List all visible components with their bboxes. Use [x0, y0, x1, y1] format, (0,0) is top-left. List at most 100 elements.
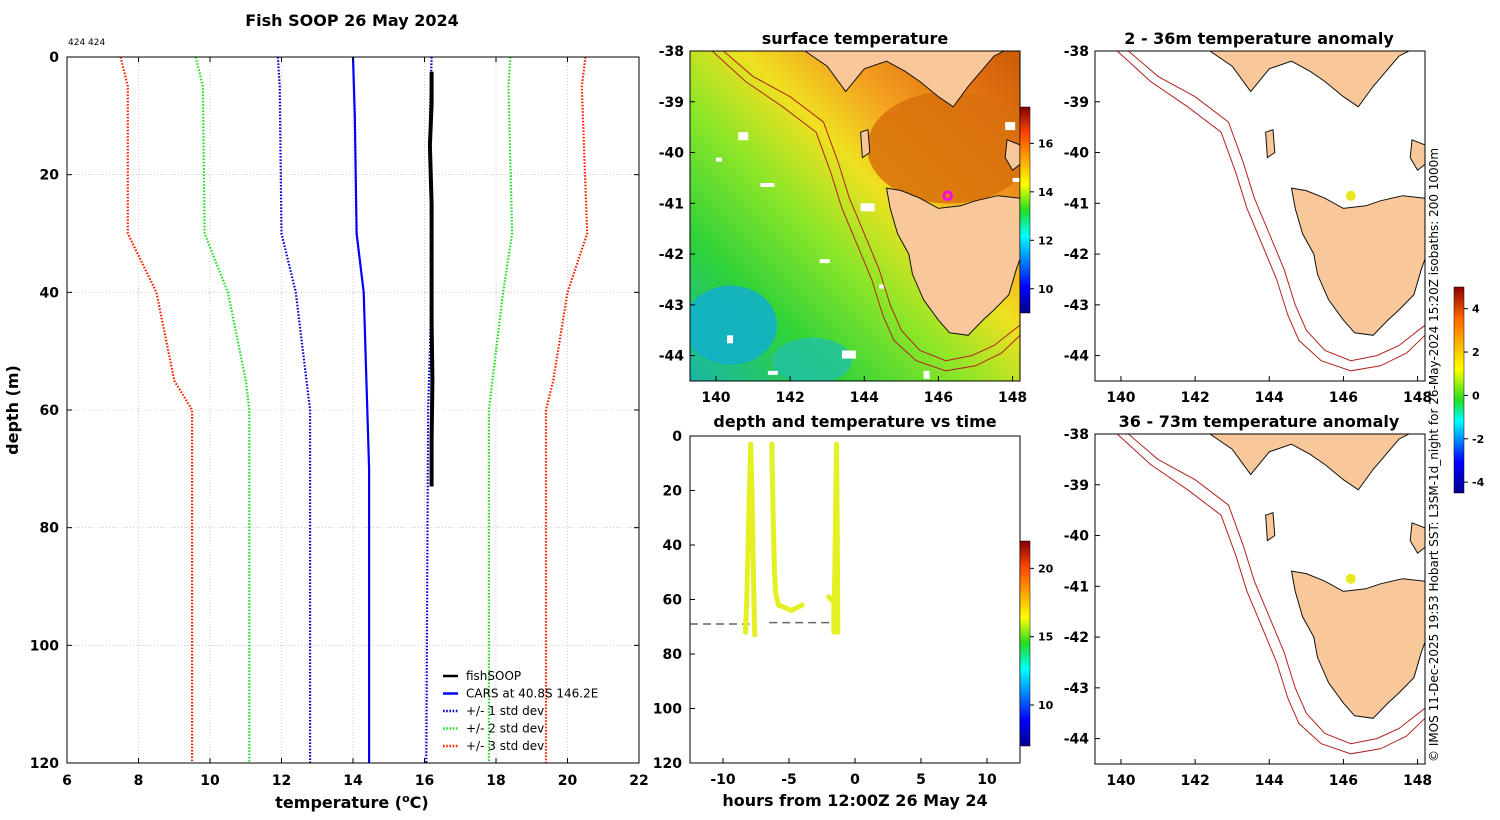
sst-map-panel: surface temperature 140 142 144 146 148 -38 -3…: [659, 29, 1054, 406]
map-y-tick-label: -39: [659, 95, 684, 111]
land-victoria: [1209, 434, 1410, 491]
land-flinders-island: [1409, 139, 1425, 172]
anomaly-top-body: [1116, 51, 1425, 372]
profile-y-tick-label: 40: [40, 285, 60, 301]
map-y-tick-label: -43: [1064, 298, 1089, 314]
profile-x-label-end: C): [410, 793, 429, 812]
sst-cool-patch-2: [772, 337, 852, 381]
isobath-200m: [723, 51, 1020, 362]
colorbar-tick-label: -2: [1472, 433, 1484, 446]
sst-map-body: [690, 51, 1020, 381]
map-y-tick-label: -42: [1064, 247, 1089, 263]
map-x-tick-label: 146: [1329, 390, 1358, 406]
map-x-tick-label: 140: [1106, 390, 1135, 406]
profile-id-label: 424 424: [68, 38, 105, 48]
profile-x-ticks: 6 8 10 12 14 16 18 20 22: [62, 57, 649, 789]
sst-cloud-gap: [760, 183, 775, 187]
depth-time-title: depth and temperature vs time: [713, 412, 996, 431]
map-x-tick-label: 140: [701, 390, 730, 406]
profile-y-tick-label: 20: [40, 168, 60, 184]
map-y-tick-label: -38: [659, 44, 684, 60]
map-y-tick-label: -44: [1064, 732, 1090, 748]
sst-cloud-gap: [819, 259, 830, 264]
map-x-tick-label: 146: [1329, 773, 1358, 789]
colorbar-tick-label: 16: [1038, 137, 1054, 150]
map-x-tick-label: 146: [924, 390, 953, 406]
map-y-tick-label: -39: [1064, 95, 1089, 111]
depth-track: [742, 441, 758, 638]
profile-panel: Fish SOOP 26 May 2024 424 424 6 8 10 12 14 16…: [3, 11, 649, 812]
colorbar-tick-label: 10: [1038, 283, 1054, 296]
land-king-island: [860, 129, 871, 159]
depth-time-x-tick-label: 0: [850, 772, 860, 788]
anomaly-colorbar: [1453, 286, 1465, 494]
anomaly-map-top-panel: 2 - 36m temperature anomaly 140 142 144 146…: [1064, 29, 1432, 406]
profile-x-tick-label: 16: [415, 773, 434, 789]
profile-line-cars-at-40-8s-146-2e: [351, 56, 371, 763]
map-y-tick-label: -41: [1064, 196, 1089, 212]
depth-time-panel: depth and temperature vs time -10 -5 0 5 100…: [653, 412, 1054, 810]
map-x-tick-label: 144: [1255, 773, 1284, 789]
sst-cloud-gap: [738, 132, 749, 141]
map-y-tick-label: -40: [1064, 529, 1090, 545]
land-tasmania: [885, 187, 1020, 336]
profile-x-tick-label: 6: [62, 773, 72, 789]
anomaly-top-frame: [1094, 50, 1426, 382]
sst-cloud-gap: [767, 370, 778, 375]
map-y-tick-label: -44: [659, 349, 685, 365]
land-flinders-island: [1409, 522, 1425, 555]
sst-colorbar-ticks: 10 12 14 16: [1030, 137, 1054, 296]
sst-cloud-gap: [1005, 122, 1016, 131]
ship-position-marker: [942, 190, 953, 201]
sst-cloud-gap: [727, 335, 734, 344]
map-y-tick-label: -42: [1064, 630, 1089, 646]
map-y-tick-label: -40: [659, 146, 685, 162]
anomaly-colorbar-ticks: -4 -2 0 2 4: [1464, 303, 1485, 489]
colorbar-tick-label: -4: [1472, 476, 1485, 489]
profile-line--2-std-dev: [194, 56, 251, 763]
profile-line--3-std-dev: [119, 56, 194, 763]
anomaly-bottom-frame: [1094, 433, 1426, 765]
profile-y-tick-label: 120: [30, 756, 59, 772]
isobath-200m: [1128, 51, 1425, 362]
sst-cloud-gap: [715, 157, 722, 162]
profile-grid: [67, 57, 639, 763]
map-y-tick-label: -39: [1064, 478, 1089, 494]
depth-time-x-tick-label: -5: [781, 772, 797, 788]
depth-time-colorbar: [1019, 540, 1031, 747]
isobath-200m: [1128, 434, 1425, 745]
profile-x-tick-label: 18: [486, 773, 505, 789]
profile-y-tick-label: 100: [30, 638, 59, 654]
legend-entry: fishSOOP: [466, 669, 521, 683]
map-y-tick-label: -44: [1064, 349, 1090, 365]
colorbar-tick-label: 15: [1038, 631, 1053, 644]
colorbar-tick-label: 10: [1038, 699, 1054, 712]
map-y-tick-label: -43: [1064, 681, 1089, 697]
map-x-tick-label: 142: [1180, 773, 1209, 789]
sst-cloud-gap: [879, 284, 886, 289]
anomaly-top-ticks: 140 142 144 146 148 -38 -39 -40 -41 -42 -43 -44: [1064, 44, 1432, 406]
map-y-tick-label: -41: [659, 196, 684, 212]
land-tasmania: [1290, 570, 1425, 719]
colorbar-tick-label: 12: [1038, 234, 1053, 247]
land-tasmania: [1290, 187, 1425, 336]
profile-line--2-std-dev-upper: [487, 56, 514, 763]
profile-line-fishsoop: [427, 71, 435, 487]
colorbar-tick-label: 2: [1472, 346, 1480, 359]
legend-entry: +/- 3 std dev: [466, 739, 544, 753]
isobath-1000m: [711, 51, 1020, 372]
map-x-tick-label: 142: [775, 390, 804, 406]
anomaly-top-title: 2 - 36m temperature anomaly: [1124, 29, 1394, 48]
depth-track: [826, 441, 841, 635]
profile-series: [119, 56, 589, 764]
sst-colorbar: [1019, 106, 1031, 314]
profile-y-label: depth (m): [3, 365, 22, 455]
footer-caption: © IMOS 11-Dec-2025 19:53 Hobart SST: L3S…: [1427, 148, 1441, 762]
sst-map-ticks: 140 142 144 146 148 -38 -39 -40 -41 -42 -43 -44: [659, 44, 1027, 406]
depth-time-y-tick-label: 20: [663, 484, 683, 500]
profile-y-tick-label: 80: [40, 521, 60, 537]
ship-position-marker: [1345, 573, 1356, 584]
sst-cloud-gap: [842, 350, 857, 359]
